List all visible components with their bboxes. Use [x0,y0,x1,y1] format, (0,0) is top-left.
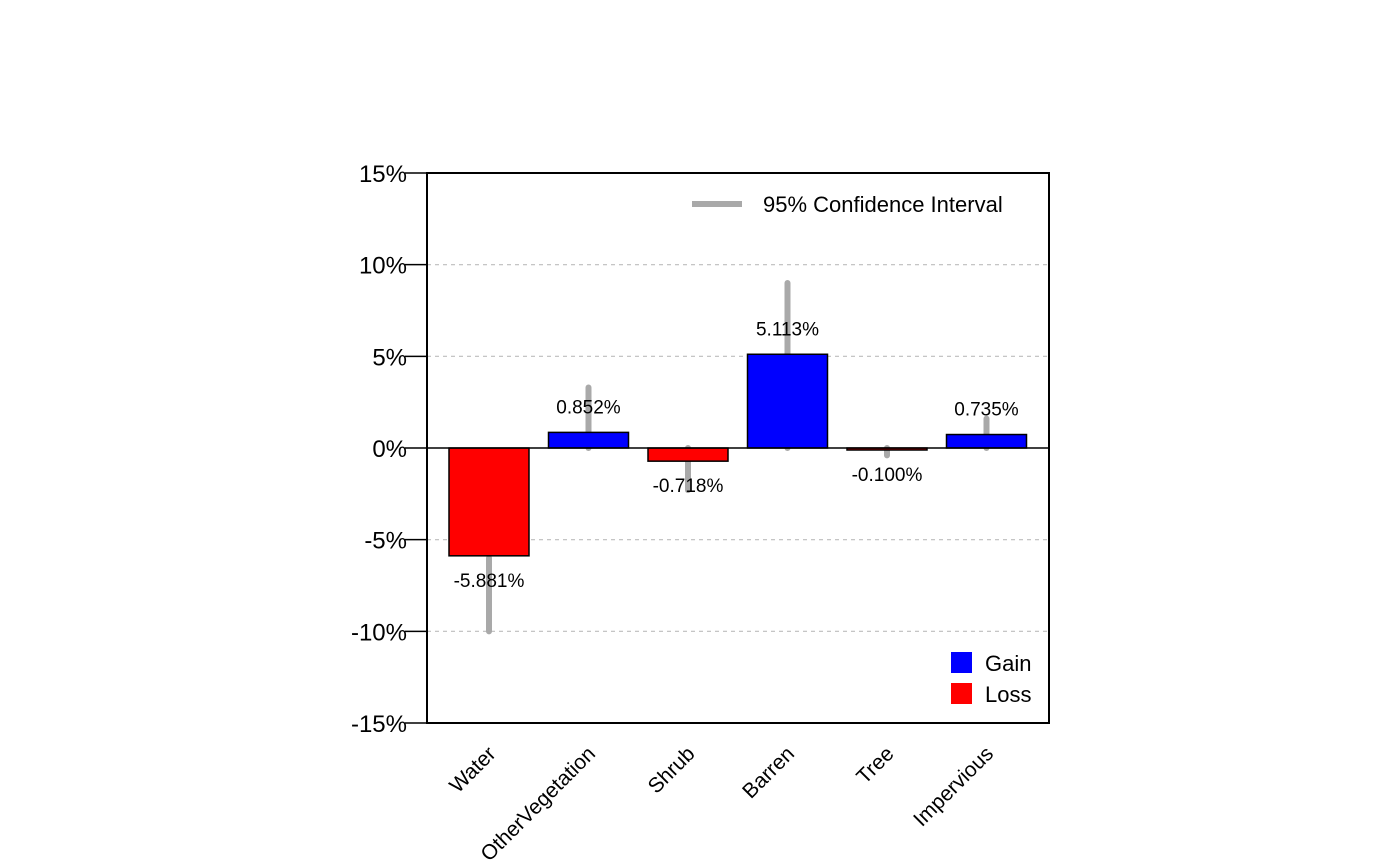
x-tick-label: Tree [852,742,898,788]
y-tick-label: 10% [359,253,407,280]
data-label: 0.852% [556,397,621,418]
legend-swatch-gain [951,652,972,673]
y-tick-label: -10% [351,619,407,646]
data-label: -0.718% [653,476,724,497]
x-tick-label: Barren [738,742,799,803]
data-label: 0.735% [954,400,1019,421]
data-labels: -5.881% 0.852% -0.718% 5.113% -0.100% 0.735% [454,319,1019,592]
y-tick-label: 0% [372,436,407,463]
bar [746,353,829,449]
confidence-intervals [486,280,990,635]
x-tick-label: Impervious [909,742,998,831]
y-tick-label: 15% [359,161,407,188]
y-tick-label: -5% [364,528,407,555]
data-label: -0.100% [852,465,923,486]
legend-swatch-loss [951,683,972,704]
x-tick-label: Shrub [644,742,700,798]
x-tick-label: Water [445,742,500,797]
bar [945,433,1028,449]
legend-label-loss: Loss [985,682,1031,707]
data-label: -5.881% [454,571,525,592]
bar [547,431,630,449]
ci-legend-label: 95% Confidence Interval [763,192,1003,217]
legend-label-gain: Gain [985,651,1031,676]
y-tick-label: 5% [372,344,407,371]
data-label: 5.113% [756,319,819,340]
bars [448,353,1028,557]
ci-legend: 95% Confidence Interval [692,192,1003,217]
bar [647,447,729,462]
y-tick-label: -15% [351,711,407,738]
bar [448,447,530,557]
legend: Gain Loss [951,651,1031,707]
y-axis: -15% -10% -5% 0% 5% 10% 15% [351,161,427,738]
